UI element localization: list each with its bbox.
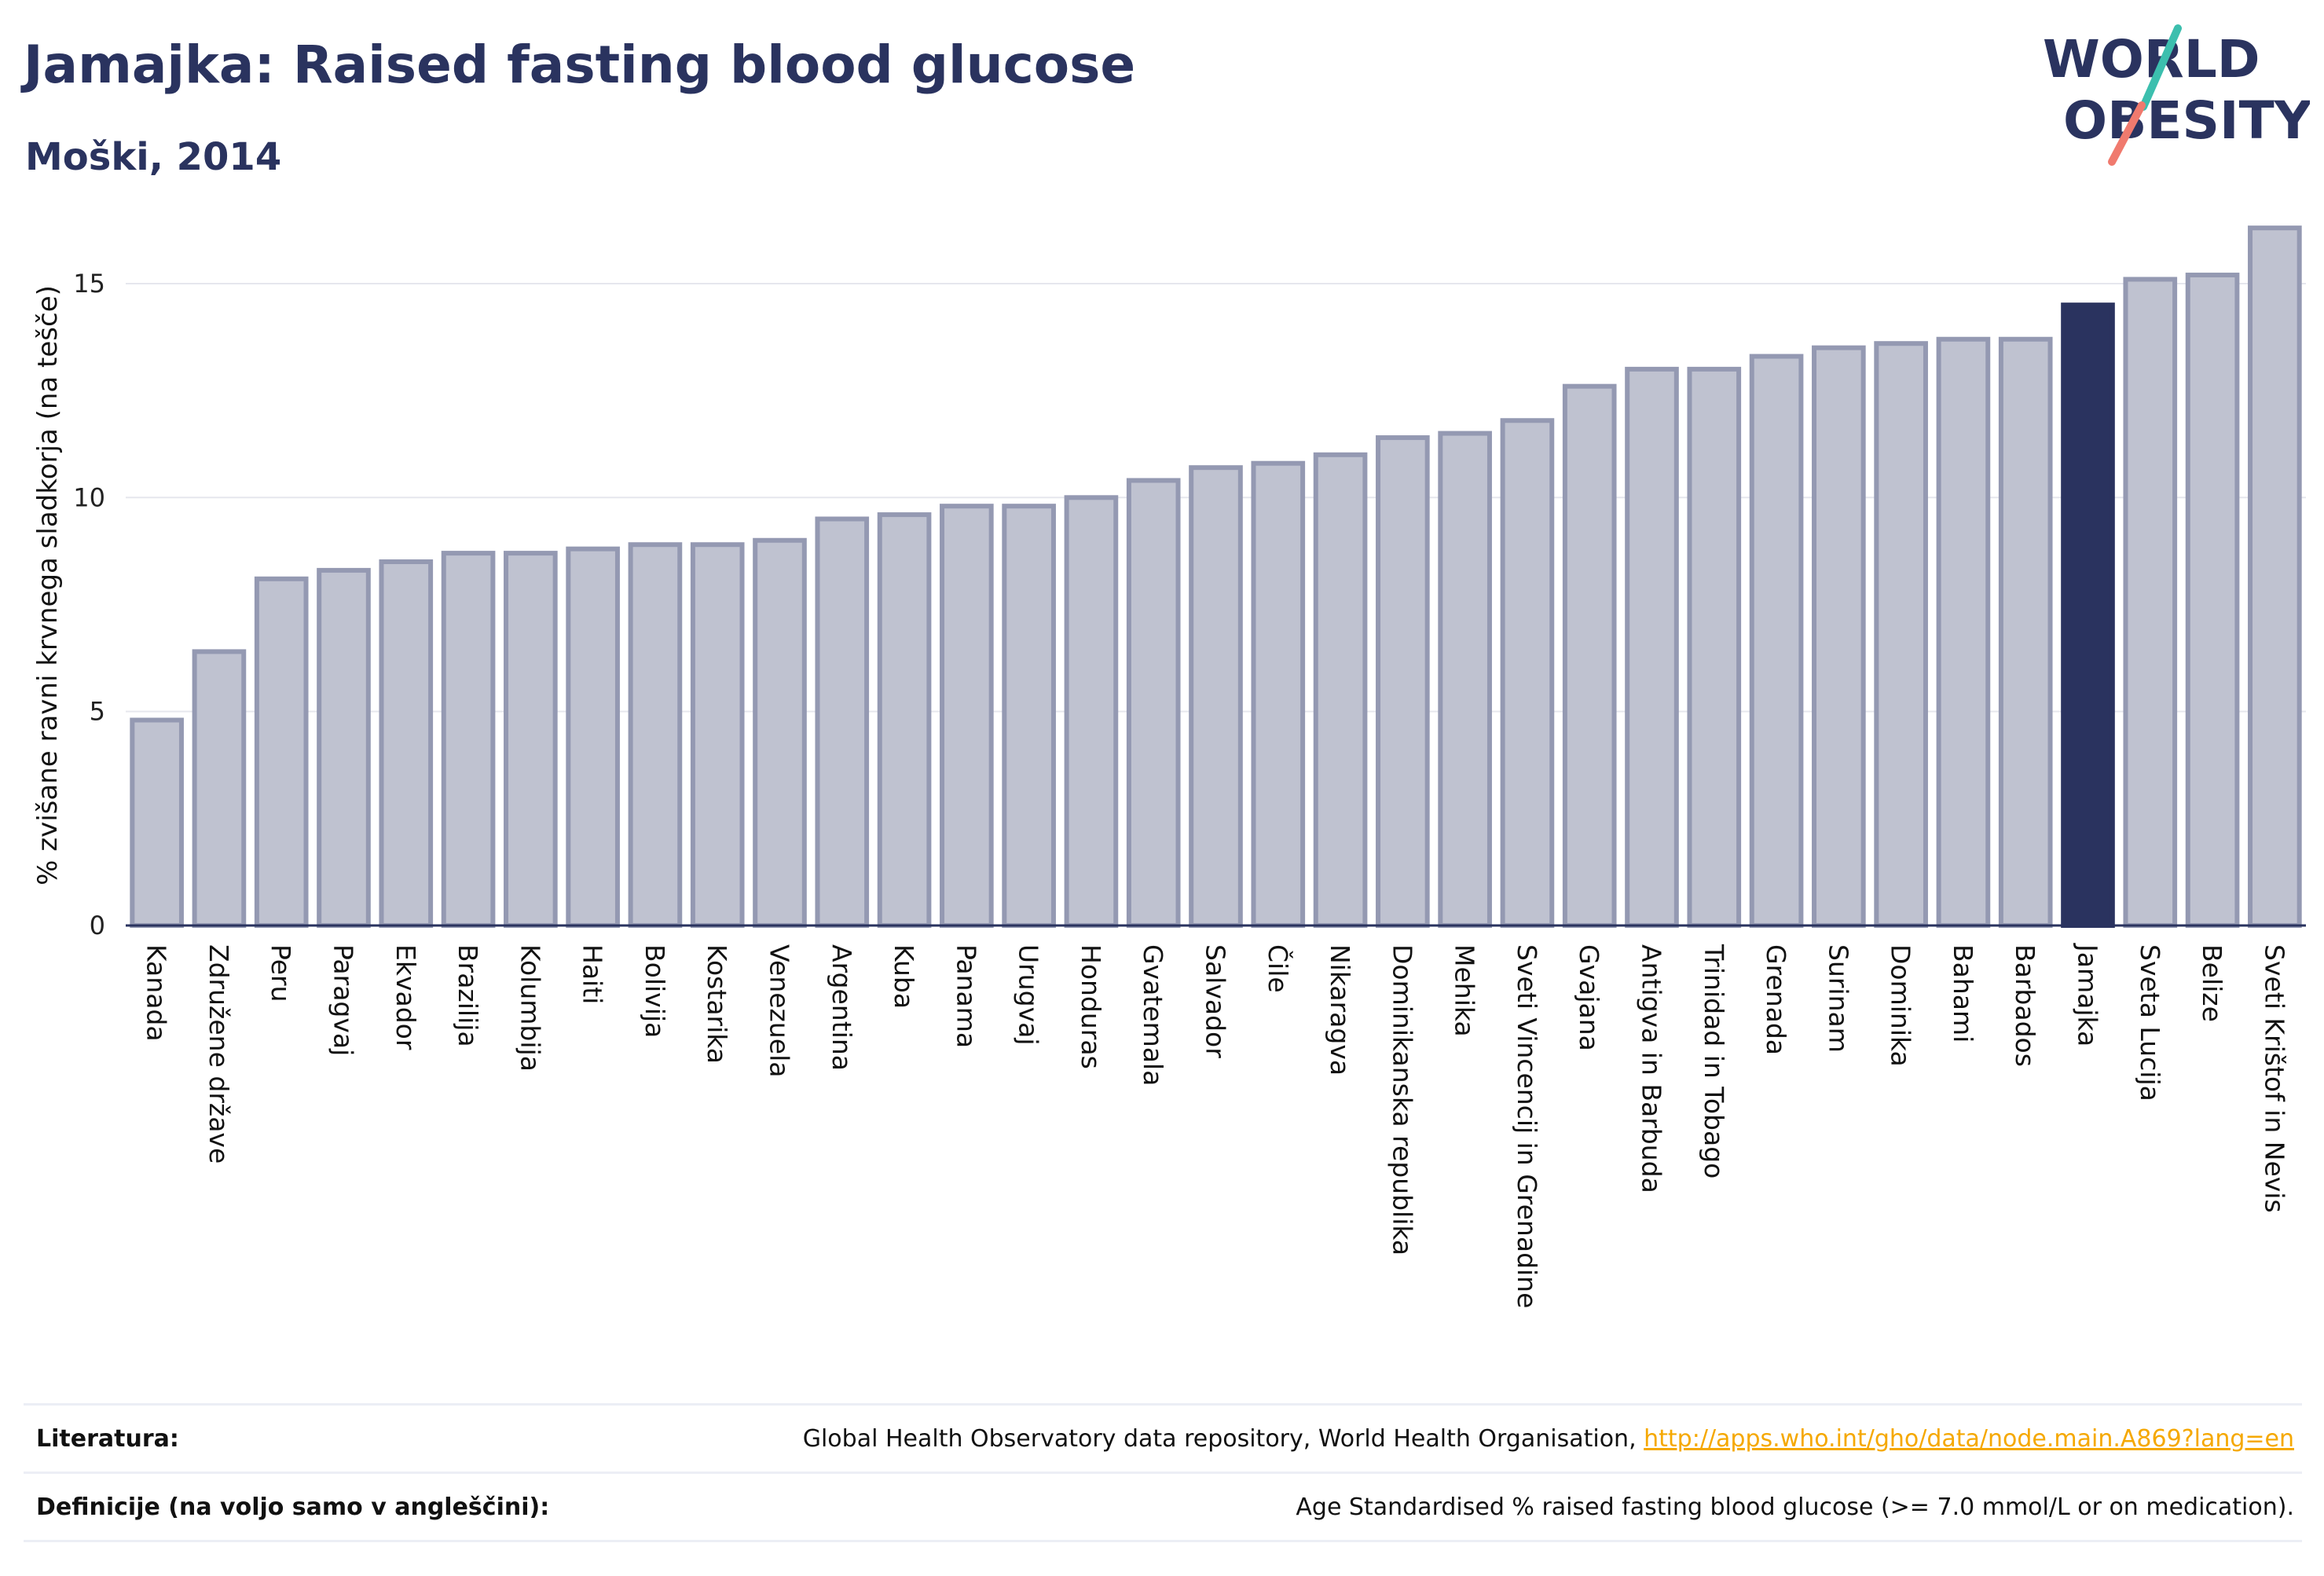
bar (504, 551, 558, 928)
logo-line2: OBESITY (2063, 90, 2310, 151)
bar (1749, 354, 1804, 928)
bar (2248, 225, 2302, 929)
y-tick-label: 10 (73, 482, 105, 512)
bar (1500, 418, 1555, 928)
world-obesity-logo: WORLD OBESITY (2043, 24, 2310, 166)
x-tick-label: Mehika (1450, 944, 1480, 1037)
x-tick-label: Trinidad in Tobago (1699, 944, 1729, 1178)
x-tick-label: Barbados (2010, 944, 2040, 1067)
bar (1812, 345, 1866, 929)
x-tick-label: Belize (2197, 944, 2227, 1022)
x-tick-label: Dominikanska republika (1387, 944, 1417, 1255)
bar (1376, 435, 1430, 928)
bar (379, 559, 434, 928)
x-tick-label: Jamajka (2073, 943, 2103, 1046)
bar (1002, 504, 1056, 928)
bar (940, 504, 994, 928)
x-tick-label: Kolumbija (515, 944, 545, 1072)
bar (566, 546, 620, 928)
x-tick-label: Kostarika (702, 944, 732, 1064)
x-tick-label: Združene države (203, 944, 234, 1164)
references-link[interactable]: http://apps.who.int/gho/data/node.main.A… (1644, 1424, 2294, 1453)
references-label: Literatura: (36, 1424, 179, 1453)
bar (2185, 273, 2240, 928)
bar (690, 542, 745, 929)
x-tick-label: Sveta Lucija (2135, 944, 2165, 1101)
bar (1189, 465, 1243, 928)
x-tick-label: Surinam (1823, 944, 1853, 1053)
x-tick-label: Urugvaj (1014, 944, 1044, 1046)
bar (2123, 277, 2178, 928)
bar (1251, 460, 1306, 928)
x-tick-label: Čile (1263, 944, 1294, 993)
x-tick-label: Dominika (1886, 944, 1916, 1067)
bar (317, 567, 371, 928)
x-tick-label: Sveti Krištof in Nevis (2259, 944, 2289, 1213)
bar (815, 516, 870, 928)
bar (1313, 452, 1368, 928)
chart-subtitle: Moški, 2014 (25, 135, 282, 179)
bar (877, 512, 932, 928)
x-tick-label: Grenada (1761, 944, 1791, 1055)
bar (628, 542, 683, 929)
bar-chart: 0 5 10 15 % zvišane ravni krvnega sladkorja … (32, 225, 2306, 1308)
x-tick-label: Brazilija (453, 944, 483, 1047)
references-row: Literatura: Global Health Observatory da… (24, 1403, 2302, 1472)
x-tick-label: Peru (266, 944, 296, 1002)
x-tick-label: Nikaragva (1325, 944, 1355, 1076)
bar (753, 537, 807, 928)
bar (2061, 302, 2115, 929)
x-tick-label: Kanada (141, 944, 172, 1042)
x-tick-label: Kuba (889, 944, 919, 1009)
y-tick-label: 5 (90, 697, 105, 727)
definitions-label: Definicije (na voljo samo v angleščini): (36, 1493, 550, 1521)
bar (1064, 495, 1119, 928)
bar (1998, 336, 2053, 928)
x-tick-label: Antigva in Barbuda (1637, 944, 1667, 1193)
x-tick-label: Honduras (1076, 944, 1106, 1069)
y-tick-label: 15 (73, 269, 105, 299)
bar (1874, 341, 1928, 928)
bar (1562, 383, 1617, 928)
x-tick-label: Bahami (1948, 944, 1978, 1043)
x-tick-label: Sveti Vincencij in Grenadine (1512, 944, 1542, 1308)
bar (1687, 366, 1742, 929)
x-tick-label: Ekvador (390, 944, 421, 1050)
references-text: Global Health Observatory data repositor… (802, 1424, 1644, 1453)
logo-slash-top (2139, 24, 2182, 111)
bar (1936, 336, 1991, 928)
x-tick-label: Paragvaj (328, 944, 359, 1056)
logo-slash-bottom (2108, 101, 2146, 166)
x-tick-label: Venezuela (764, 944, 795, 1077)
y-axis-label: % zvišane ravni krvnega sladkorja (na te… (32, 285, 64, 885)
x-tick-label: Gvajana (1574, 944, 1604, 1051)
bar (441, 551, 496, 928)
references-value: Global Health Observatory data repositor… (803, 1425, 2302, 1453)
bar (1126, 478, 1181, 928)
definitions-row: Definicije (na voljo samo v angleščini):… (24, 1472, 2302, 1542)
x-tick-label: Salvador (1200, 944, 1231, 1058)
bar (254, 576, 309, 928)
bar (1625, 366, 1679, 929)
x-tick-label: Argentina (827, 944, 857, 1071)
y-tick-label: 0 (90, 911, 105, 940)
bar (130, 717, 184, 929)
x-tick-label: Gvatemala (1138, 944, 1168, 1086)
bar (192, 649, 247, 928)
bar (1438, 431, 1492, 928)
x-tick-label: Panama (951, 944, 981, 1048)
x-tick-label: Bolivija (640, 944, 670, 1038)
chart-footer: Literatura: Global Health Observatory da… (24, 1403, 2302, 1542)
x-tick-label: Haiti (577, 944, 608, 1004)
definitions-value: Age Standardised % raised fasting blood … (1296, 1493, 2294, 1521)
chart-title: Jamajka: Raised fasting blood glucose (24, 35, 1136, 95)
